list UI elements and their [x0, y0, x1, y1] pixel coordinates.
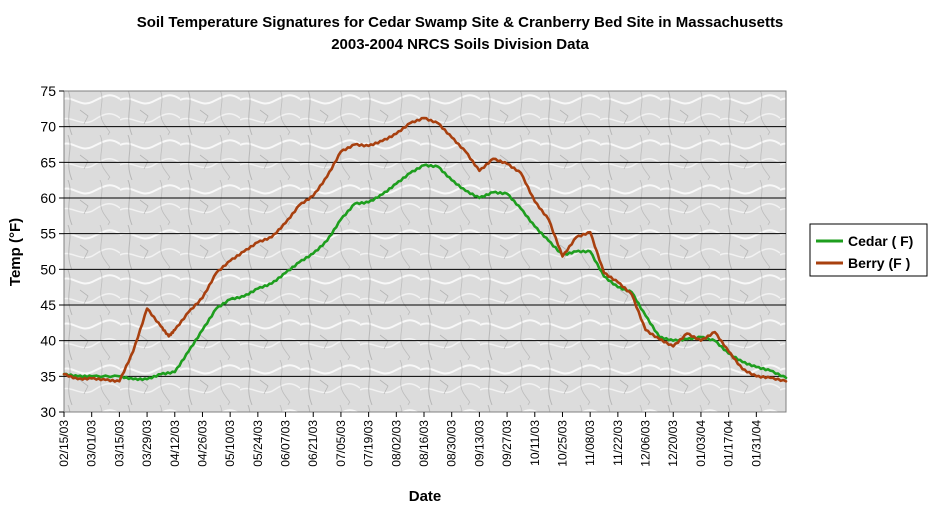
chart-subtitle: 2003-2004 NRCS Soils Division Data — [331, 36, 589, 53]
y-tick-label: 40 — [40, 333, 56, 349]
gridlines — [64, 126, 786, 377]
x-tick-label: 05/10/03 — [223, 420, 237, 467]
plot-area — [63, 90, 787, 413]
x-tick-label: 10/11/03 — [528, 420, 542, 466]
x-tick-label: 08/16/03 — [417, 420, 431, 467]
legend-box — [809, 223, 928, 277]
y-axis-title: Temp (°F) — [7, 218, 24, 286]
y-tick-label: 55 — [40, 226, 56, 242]
x-tick-label: 01/31/04 — [749, 420, 763, 467]
chart-title: Soil Temperature Signatures for Cedar Sw… — [137, 14, 784, 31]
y-tick-label: 70 — [40, 119, 56, 135]
x-tick-label: 06/21/03 — [306, 420, 320, 467]
y-tick-label: 65 — [40, 154, 56, 170]
x-tick-label: 11/08/03 — [583, 420, 597, 466]
x-tick-label: 07/05/03 — [334, 420, 348, 467]
x-tick-label: 04/12/03 — [168, 420, 182, 467]
x-tick-label: 03/01/03 — [85, 420, 99, 467]
x-tick-label: 11/22/03 — [611, 420, 625, 466]
y-tick-label: 35 — [40, 368, 56, 384]
y-tick-label: 45 — [40, 297, 56, 313]
x-tick-label: 05/24/03 — [251, 420, 265, 467]
x-tick-label: 02/15/03 — [57, 420, 71, 467]
x-tick-label: 12/06/03 — [639, 420, 653, 467]
legend-label-cedar: Cedar ( F) — [848, 233, 913, 249]
series-line-cedar — [62, 163, 788, 382]
x-axis-ticks: 02/15/03 03/01/03 03/15/03 03/29/03 04/12/03… — [57, 412, 763, 467]
x-tick-label: 10/25/03 — [555, 420, 569, 467]
x-tick-label: 09/13/03 — [472, 420, 486, 467]
y-tick-label: 75 — [40, 83, 56, 99]
x-tick-label: 07/19/03 — [362, 420, 376, 467]
x-tick-label: 04/26/03 — [195, 420, 209, 467]
x-tick-label: 01/03/04 — [694, 420, 708, 467]
x-tick-label: 01/17/04 — [722, 420, 736, 467]
legend: Cedar ( F) Berry (F ) — [809, 223, 928, 277]
y-tick-label: 50 — [40, 261, 56, 277]
x-tick-label: 06/07/03 — [279, 420, 293, 467]
x-tick-label: 12/20/03 — [666, 420, 680, 467]
legend-label-berry: Berry (F ) — [848, 255, 910, 271]
x-axis-title: Date — [409, 488, 442, 505]
x-tick-label: 09/27/03 — [500, 420, 514, 467]
y-axis-ticks: 30 35 40 45 50 55 60 65 70 75 — [40, 83, 64, 420]
x-tick-label: 08/02/03 — [389, 420, 403, 467]
x-tick-label: 03/29/03 — [140, 420, 154, 467]
x-tick-label: 03/15/03 — [112, 420, 126, 467]
series-line-berry — [62, 116, 788, 383]
y-tick-label: 30 — [40, 404, 56, 420]
x-tick-label: 08/30/03 — [445, 420, 459, 467]
series-layer — [62, 116, 788, 383]
y-tick-label: 60 — [40, 190, 56, 206]
